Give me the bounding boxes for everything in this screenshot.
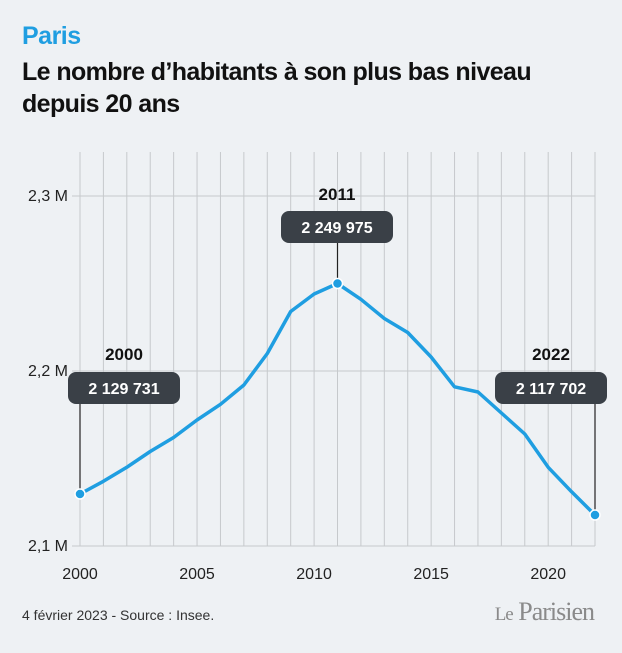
- le-parisien-logo: Le Parisien: [494, 597, 595, 627]
- line-chart: 2,1 M 2,2 M 2,3 M 2000 2005 2010 2015 2020 2000 2…: [28, 152, 607, 583]
- annotation-value-label: 2 129 731: [88, 381, 159, 398]
- annotation-callout-box: [68, 372, 180, 404]
- annotation-data-point: [74, 488, 86, 500]
- x-tick-label: 2015: [413, 566, 449, 583]
- annotation-year-label: 2000: [105, 345, 143, 364]
- y-tick-label: 2,1 M: [28, 538, 68, 555]
- x-tick-label: 2000: [62, 566, 98, 583]
- x-tick-label: 2005: [179, 566, 215, 583]
- chart-kicker: Paris: [22, 22, 81, 50]
- annotation-year-label: 2022: [532, 345, 570, 364]
- y-tick-label: 2,2 M: [28, 363, 68, 380]
- annotation-value-label: 2 117 702: [516, 381, 586, 398]
- logo-le: Le: [494, 604, 514, 625]
- x-tick-label: 2010: [296, 566, 332, 583]
- x-tick-label: 2020: [530, 566, 566, 583]
- annotation-year-label: 2011: [319, 185, 356, 204]
- annotation-data-point: [589, 509, 601, 521]
- annotation-callout-box: [495, 372, 607, 404]
- annotation-value-label: 2 249 975: [301, 220, 372, 237]
- annotation-callout-box: [281, 211, 393, 243]
- source-footer: 4 février 2023 - Source : Insee.: [22, 607, 215, 623]
- chart-title: Le nombre d’habitants à son plus bas niv…: [22, 58, 532, 118]
- y-tick-label: 2,3 M: [28, 188, 68, 205]
- logo-name: Parisien: [518, 597, 595, 626]
- annotation-data-point: [331, 277, 344, 290]
